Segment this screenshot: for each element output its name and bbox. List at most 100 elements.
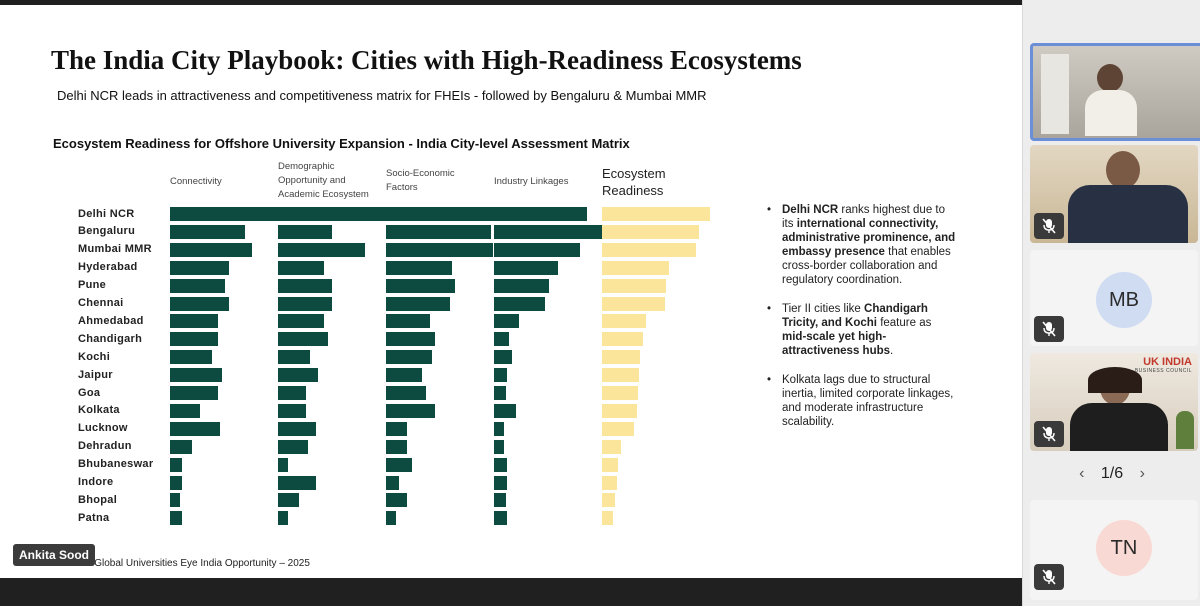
prev-page-button[interactable]: ‹ <box>1079 465 1085 482</box>
brand-logo-text: UK INDIA <box>1143 356 1192 368</box>
participant-tile-1[interactable] <box>1030 43 1200 141</box>
participant-tile-5[interactable]: TN <box>1030 500 1198 600</box>
brand-logo: UK INDIA BUSINESS COUNCIL <box>1135 356 1192 374</box>
avatar-initials: MB <box>1109 288 1139 311</box>
note-text: Kolkata lags due to structural inertia, … <box>782 374 954 428</box>
note-text: Tier II cities like <box>782 303 865 315</box>
dimension-bar <box>494 386 506 400</box>
dimension-bar <box>170 260 229 275</box>
dimension-bar <box>386 457 412 472</box>
note-text: ranks highest due to its <box>782 204 945 230</box>
dimension-bar <box>278 224 332 239</box>
notes-panel: • Delhi NCR ranks highest due to its inte… <box>766 203 956 444</box>
dimension-bar <box>386 421 407 436</box>
dimension-bar <box>170 296 229 311</box>
dimension-bar <box>278 278 332 293</box>
muted-mic-icon <box>1034 316 1064 342</box>
note-text: Chandigarh Tricity, and Kochi <box>782 303 928 329</box>
participant-avatar: MB <box>1096 272 1152 328</box>
participant-video <box>1030 145 1198 243</box>
note-bullet: • Tier II cities like Chandigarh Tricity,… <box>766 302 956 358</box>
readiness-bar <box>602 242 696 257</box>
readiness-bar <box>602 278 666 293</box>
dimension-bar <box>170 439 192 454</box>
city-label: Kolkata <box>78 404 120 417</box>
dimension-bar <box>494 314 519 329</box>
presenter-name-tag: Ankita Sood <box>13 544 96 566</box>
dimension-bar <box>494 224 602 239</box>
page-indicator: 1/6 <box>1100 465 1124 482</box>
dimension-bar <box>170 493 180 508</box>
slide-subtitle: Delhi NCR leads in attractiveness and co… <box>57 88 707 103</box>
dimension-bar <box>386 386 426 400</box>
readiness-bar <box>602 475 617 490</box>
note-bullet: • Delhi NCR ranks highest due to its inte… <box>766 203 956 287</box>
city-label: Chennai <box>78 297 124 309</box>
readiness-bar <box>602 439 621 454</box>
readiness-bar <box>602 457 618 472</box>
bullet-dot: • <box>767 204 772 216</box>
participant-tile-3[interactable]: MB <box>1030 250 1198 346</box>
dimension-bar <box>278 260 324 275</box>
city-label: Indore <box>78 476 114 488</box>
dimension-bar <box>170 332 218 347</box>
dimension-bar <box>278 403 306 418</box>
readiness-bar <box>602 260 669 275</box>
dimension-bar <box>386 368 422 383</box>
column-header: Industry Linkages <box>494 176 569 187</box>
note-text: that enables cross-border collaboration … <box>782 246 951 286</box>
dimension-bar <box>386 260 452 275</box>
dimension-bar <box>170 386 218 400</box>
readiness-bar <box>602 296 665 311</box>
muted-mic-icon <box>1034 213 1064 239</box>
dimension-bar <box>170 403 200 418</box>
dimension-bar <box>386 332 435 347</box>
dimension-bar <box>494 421 504 436</box>
dimension-bar <box>278 493 299 508</box>
dimension-bar <box>170 368 222 383</box>
column-header: Socio-Economic Factors <box>386 168 455 193</box>
city-label: Pune <box>78 279 107 292</box>
readiness-bar <box>602 386 638 400</box>
note-bullet: • Kolkata lags due to structural inertia,… <box>766 373 956 429</box>
dimension-bar <box>494 511 507 526</box>
city-label: Bhubaneswar <box>78 458 154 471</box>
city-label: Bengaluru <box>78 225 136 238</box>
note-text: . <box>890 345 894 357</box>
dimension-bar <box>170 207 278 221</box>
dimension-bar <box>494 278 549 293</box>
readiness-bar <box>602 314 646 329</box>
readiness-bar <box>602 511 613 526</box>
next-page-button[interactable]: › <box>1139 465 1145 482</box>
dimension-bar <box>494 457 507 472</box>
city-label: Ahmedabad <box>78 314 144 327</box>
dimension-bar <box>494 260 558 275</box>
dimension-bar <box>494 242 580 257</box>
note-text: Delhi NCR <box>782 204 839 216</box>
city-label: Jaipur <box>78 368 113 381</box>
dimension-bar <box>278 314 324 329</box>
dimension-bar <box>170 314 218 329</box>
city-label: Kochi <box>78 350 111 363</box>
dimension-bar <box>494 207 587 221</box>
readiness-bar <box>602 332 643 347</box>
bullet-dot: • <box>767 303 772 315</box>
column-header: Connectivity <box>170 176 222 187</box>
city-label: Mumbai MMR <box>78 243 152 256</box>
top-bar <box>0 0 1200 5</box>
city-label: Delhi NCR <box>78 207 135 220</box>
dimension-bar <box>386 207 494 221</box>
participant-tile-2[interactable] <box>1030 145 1198 243</box>
dimension-bar <box>278 296 332 311</box>
readiness-bar <box>602 350 640 365</box>
readiness-bar <box>602 421 634 436</box>
slide-title: The India City Playbook: Cities with Hig… <box>51 45 802 75</box>
dimension-bar <box>494 493 506 508</box>
dimension-bar <box>170 242 252 257</box>
participant-tile-4[interactable]: UK INDIA BUSINESS COUNCIL <box>1030 353 1198 451</box>
dimension-bar <box>170 421 220 436</box>
dimension-bar <box>494 350 512 365</box>
dimension-bar <box>278 368 318 383</box>
dimension-bar <box>278 350 310 365</box>
dimension-bar <box>170 475 182 490</box>
